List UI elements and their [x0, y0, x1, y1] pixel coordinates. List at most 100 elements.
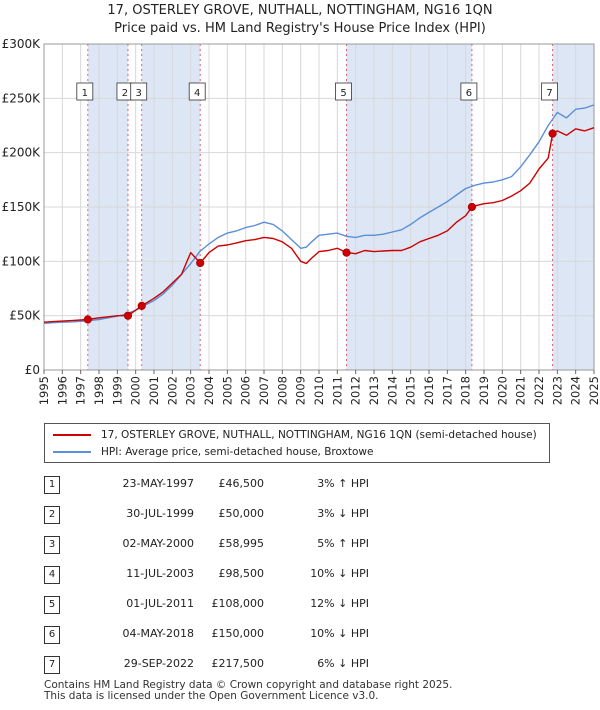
sale-label-number: 7 [546, 88, 552, 99]
x-tick-label: 2021 [514, 376, 528, 405]
sale-hpi-diff: 5% ↑ HPI [317, 537, 369, 550]
sale-number: 7 [44, 656, 60, 674]
chart-legend: 17, OSTERLEY GROVE, NUTHALL, NOTTINGHAM,… [44, 423, 550, 463]
x-tick-label: 2002 [165, 376, 179, 405]
sale-label-box [335, 82, 352, 101]
sale-date: 04-MAY-2018 [122, 627, 194, 640]
sale-number: 2 [44, 506, 60, 524]
sale-date: 01-JUL-2011 [126, 597, 194, 610]
sale-hpi-diff: 10% ↓ HPI [310, 627, 369, 640]
footer: Contains HM Land Registry data © Crown c… [44, 680, 452, 702]
sale-price: £50,000 [218, 507, 265, 520]
x-tick-label: 2004 [202, 376, 216, 405]
sale-label-number: 1 [82, 88, 88, 99]
sale-price: £46,500 [218, 477, 265, 490]
sale-date: 02-MAY-2000 [122, 537, 194, 550]
x-tick-label: 2023 [550, 376, 564, 405]
x-tick-label: 2014 [385, 376, 399, 405]
x-tick-label: 2013 [367, 376, 381, 405]
sale-date: 11-JUL-2003 [126, 567, 194, 580]
legend-item-hpi: HPI: Average price, semi-detached house,… [53, 444, 373, 460]
price-chart: £0 £50K £100K £150K £200K £250K £300K 1995 1996 1… [2, 37, 600, 405]
x-tick-label: 2018 [459, 376, 473, 405]
sale-point [137, 301, 146, 310]
y-tick-label: £250K [2, 91, 42, 105]
legend-item-property: 17, OSTERLEY GROVE, NUTHALL, NOTTINGHAM,… [53, 427, 537, 443]
x-tick-label: 2025 [587, 376, 600, 405]
sale-label-number: 3 [136, 88, 142, 99]
title-line-2: Price paid vs. HM Land Registry's House … [114, 21, 486, 36]
sale-point [83, 315, 92, 324]
sale-point [196, 258, 205, 268]
sale-label-number: 4 [194, 88, 200, 99]
x-tick-label: 2010 [312, 376, 326, 405]
sale-hpi-diff: 12% ↓ HPI [310, 597, 369, 610]
x-tick-label: 2007 [257, 376, 271, 405]
x-tick-label: 2020 [495, 376, 509, 405]
x-tick-label: 2015 [404, 376, 418, 405]
x-tick-label: 1999 [110, 376, 124, 405]
x-tick-label: 2008 [275, 376, 289, 405]
x-tick-label: 2019 [477, 376, 491, 405]
x-tick-label: 2011 [330, 376, 344, 405]
x-tick-label: 1995 [37, 376, 51, 405]
sale-price: £58,995 [218, 537, 265, 550]
legend-label-property: 17, OSTERLEY GROVE, NUTHALL, NOTTINGHAM,… [101, 429, 537, 441]
sale-price: £98,500 [218, 567, 265, 580]
sale-label-box [460, 82, 478, 101]
sale-label-number: 5 [340, 88, 346, 99]
x-tick-label: 2016 [422, 376, 436, 405]
table-row: 7 29-SEP-2022 £217,500 6% ↓ HPI [44, 654, 424, 676]
sale-label-number: 6 [466, 88, 472, 99]
sale-point [467, 202, 477, 212]
legend-label-hpi: HPI: Average price, semi-detached house,… [101, 446, 374, 458]
sale-label-box [76, 82, 94, 101]
x-tick-label: 2022 [532, 376, 546, 405]
sale-number: 6 [44, 626, 60, 644]
x-tick-label: 1998 [92, 376, 106, 405]
sale-point [123, 311, 133, 320]
table-row: 4 11-JUL-2003 £98,500 10% ↓ HPI [44, 564, 424, 586]
sale-price: £217,500 [211, 657, 265, 670]
x-tick-label: 2005 [220, 376, 234, 405]
sale-number: 5 [44, 596, 60, 614]
legend-swatch-property [53, 434, 91, 436]
footer-line-1: Contains HM Land Registry data © Crown c… [44, 679, 453, 691]
sale-date: 23-MAY-1997 [122, 477, 194, 490]
sale-date: 30-JUL-1999 [126, 507, 194, 520]
sale-number: 4 [44, 566, 60, 584]
y-tick-label: £200K [2, 146, 42, 160]
sale-hpi-diff: 3% ↑ HPI [317, 477, 369, 490]
x-tick-label: 2012 [349, 376, 363, 405]
table-row: 2 30-JUL-1999 £50,000 3% ↓ HPI [44, 504, 424, 526]
y-tick-label: £50K [9, 309, 41, 323]
x-tick-label: 2017 [440, 376, 454, 405]
x-tick-label: 1997 [74, 376, 88, 405]
x-tick-label: 2006 [239, 376, 253, 405]
x-tick-label: 2000 [129, 376, 143, 405]
x-tick-label: 2024 [569, 376, 583, 405]
sale-label-number: 2 [122, 88, 128, 99]
footer-line-2: This data is licensed under the Open Gov… [44, 690, 379, 702]
sale-label-box [541, 82, 558, 101]
x-tick-label: 2001 [147, 376, 161, 405]
sale-point [342, 248, 351, 257]
sale-hpi-diff: 6% ↓ HPI [317, 657, 369, 670]
legend-swatch-hpi [53, 451, 91, 453]
table-row: 1 23-MAY-1997 £46,500 3% ↑ HPI [44, 474, 424, 496]
table-row: 5 01-JUL-2011 £108,000 12% ↓ HPI [44, 594, 424, 616]
table-row: 6 04-MAY-2018 £150,000 10% ↓ HPI [44, 624, 424, 646]
sale-hpi-diff: 10% ↓ HPI [310, 567, 369, 580]
x-tick-label: 2009 [294, 376, 308, 405]
x-tick-label: 2003 [184, 376, 198, 405]
sale-number: 3 [44, 536, 60, 554]
y-tick-label: £150K [2, 200, 42, 214]
sale-point [548, 129, 557, 138]
sale-price: £108,000 [211, 597, 265, 610]
sale-label-box [188, 82, 206, 101]
sale-label-box [130, 82, 148, 101]
title-line-1: 17, OSTERLEY GROVE, NUTHALL, NOTTINGHAM,… [107, 3, 493, 18]
y-tick-label: £300K [2, 37, 42, 51]
y-tick-label: £0 [25, 363, 40, 377]
chart-title: 17, OSTERLEY GROVE, NUTHALL, NOTTINGHAM,… [0, 2, 600, 38]
